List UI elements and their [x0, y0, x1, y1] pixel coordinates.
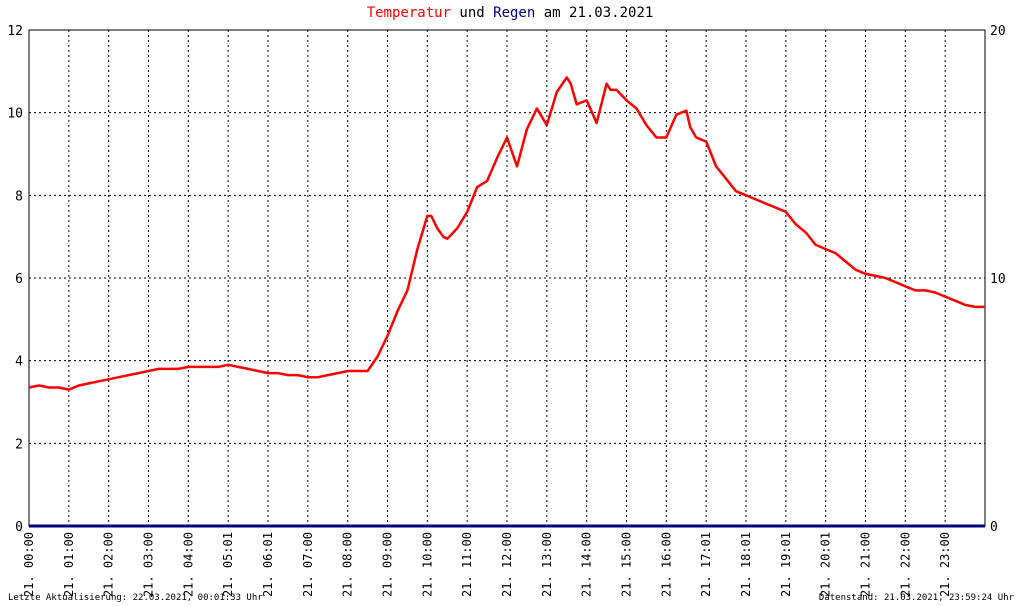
y-right-tick-label: 10 — [990, 272, 1006, 287]
x-tick-label: 21. 21:00 — [859, 532, 873, 597]
y-right-tick-label: 20 — [990, 24, 1006, 39]
title-and: und — [450, 5, 494, 21]
y-left-tick-label: 8 — [15, 189, 23, 204]
x-tick-label: 21. 13:00 — [540, 532, 554, 597]
x-tick-label: 21. 14:00 — [580, 532, 594, 597]
y-right-tick-label: 0 — [990, 520, 998, 535]
x-tick-label: 21. 22:00 — [898, 532, 912, 597]
y-left-tick-label: 12 — [7, 24, 23, 39]
x-tick-label: 21. 06:01 — [261, 532, 275, 597]
y-left-tick-label: 0 — [15, 520, 23, 535]
x-tick-label: 21. 11:00 — [460, 532, 474, 597]
x-tick-label: 21. 02:00 — [102, 532, 116, 597]
y-left-tick-label: 4 — [15, 355, 23, 370]
x-tick-label: 21. 00:00 — [22, 532, 36, 597]
x-tick-label: 21. 04:00 — [181, 532, 195, 597]
footer-data-status: Datenstand: 21.03.2021, 23:59:24 Uhr — [818, 593, 1014, 603]
x-tick-label: 21. 07:00 — [301, 532, 315, 597]
x-tick-label: 21. 16:00 — [659, 532, 673, 597]
x-tick-label: 21. 18:01 — [739, 532, 753, 597]
title-date: am 21.03.2021 — [535, 5, 654, 21]
x-tick-label: 21. 08:00 — [341, 532, 355, 597]
x-tick-label: 21. 03:00 — [142, 532, 156, 597]
series-line-temperatur — [28, 76, 985, 391]
x-tick-label: 21. 19:01 — [779, 532, 793, 597]
x-tick-label: 21. 12:00 — [500, 532, 514, 597]
footer-last-update: Letzte Aktualisierung: 22.03.2021, 00:01… — [8, 593, 263, 603]
title-temperature: Temperatur — [366, 5, 451, 21]
x-tick-label: 21. 17:01 — [699, 532, 713, 597]
chart-title: Temperatur und Regen am 21.03.2021 — [0, 5, 1020, 21]
x-tick-label: 21. 20:01 — [819, 532, 833, 597]
x-tick-label: 21. 15:00 — [620, 532, 634, 597]
y-left-tick-label: 6 — [15, 272, 23, 287]
x-tick-label: 21. 23:00 — [938, 532, 952, 597]
y-left-tick-label: 10 — [7, 107, 23, 122]
x-tick-label: 21. 10:00 — [420, 532, 434, 597]
x-tick-label: 21. 05:01 — [221, 532, 235, 597]
x-tick-label: 21. 01:00 — [62, 532, 76, 597]
y-left-tick-label: 2 — [15, 437, 23, 452]
title-rain: Regen — [493, 5, 536, 21]
x-tick-label: 21. 09:00 — [381, 532, 395, 597]
